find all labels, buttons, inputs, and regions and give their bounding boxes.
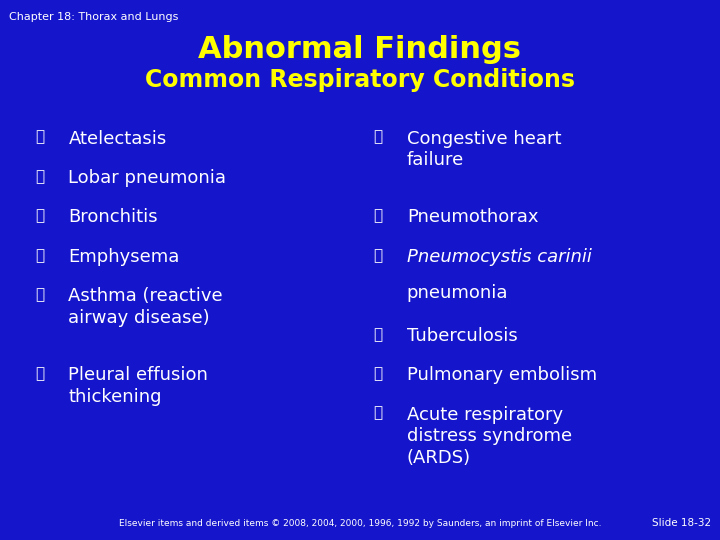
Text: ⎀: ⎀ [374, 130, 382, 145]
Text: Tuberculosis: Tuberculosis [407, 327, 518, 345]
Text: Elsevier items and derived items © 2008, 2004, 2000, 1996, 1992 by Saunders, an : Elsevier items and derived items © 2008,… [119, 519, 601, 528]
Text: ⎀: ⎀ [374, 366, 382, 381]
Text: ⎀: ⎀ [35, 248, 44, 263]
Text: pneumonia: pneumonia [407, 284, 508, 302]
Text: Pneumothorax: Pneumothorax [407, 208, 539, 226]
Text: ⎀: ⎀ [374, 406, 382, 421]
Text: ⎀: ⎀ [35, 208, 44, 224]
Text: Pulmonary embolism: Pulmonary embolism [407, 366, 597, 384]
Text: Pleural effusion
thickening: Pleural effusion thickening [68, 366, 208, 406]
Text: Lobar pneumonia: Lobar pneumonia [68, 169, 226, 187]
Text: ⎀: ⎀ [374, 208, 382, 224]
Text: ⎀: ⎀ [35, 287, 44, 302]
Text: Common Respiratory Conditions: Common Respiratory Conditions [145, 68, 575, 91]
Text: Congestive heart
failure: Congestive heart failure [407, 130, 562, 169]
Text: Slide 18-32: Slide 18-32 [652, 518, 711, 528]
Text: Chapter 18: Thorax and Lungs: Chapter 18: Thorax and Lungs [9, 12, 178, 22]
Text: ⎀: ⎀ [35, 130, 44, 145]
Text: ⎀: ⎀ [374, 248, 382, 263]
Text: Asthma (reactive
airway disease): Asthma (reactive airway disease) [68, 287, 223, 327]
Text: Abnormal Findings: Abnormal Findings [199, 35, 521, 64]
Text: Pneumocystis carinii: Pneumocystis carinii [407, 248, 592, 266]
Text: Bronchitis: Bronchitis [68, 208, 158, 226]
Text: Emphysema: Emphysema [68, 248, 180, 266]
Text: ⎀: ⎀ [35, 169, 44, 184]
Text: ⎀: ⎀ [374, 327, 382, 342]
Text: Atelectasis: Atelectasis [68, 130, 166, 147]
Text: ⎀: ⎀ [35, 366, 44, 381]
Text: Acute respiratory
distress syndrome
(ARDS): Acute respiratory distress syndrome (ARD… [407, 406, 572, 467]
